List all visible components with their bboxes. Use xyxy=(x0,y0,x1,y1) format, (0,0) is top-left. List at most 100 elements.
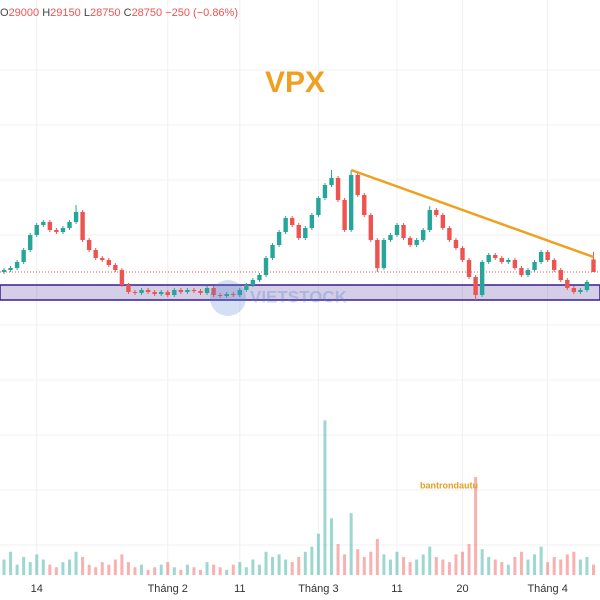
candle-body xyxy=(244,285,249,290)
candle-body xyxy=(578,290,583,292)
volume-bar xyxy=(231,564,235,575)
candle-body xyxy=(368,215,373,240)
x-tick-label: Tháng 3 xyxy=(298,583,338,595)
volume-bar xyxy=(54,567,58,575)
volume-bar xyxy=(100,562,104,575)
volume-bar xyxy=(421,554,425,575)
candle-body xyxy=(545,252,550,260)
volume-bar xyxy=(336,544,340,575)
volume-bar xyxy=(493,559,497,575)
candle-body xyxy=(447,228,452,240)
volume-bar xyxy=(533,554,537,575)
volume-bar xyxy=(35,554,39,575)
volume-bar xyxy=(454,554,458,575)
candle-body xyxy=(329,178,334,185)
candle-body xyxy=(28,235,33,250)
volume-bar xyxy=(244,567,248,575)
volume-bar xyxy=(212,564,216,575)
candle-body xyxy=(145,290,151,292)
ohlc-value: 28750 xyxy=(132,7,163,19)
candle-body xyxy=(434,210,439,215)
ohlc-value: 28750 xyxy=(90,7,121,19)
candle-body xyxy=(211,288,216,295)
candle-body xyxy=(231,294,236,295)
volume-bar xyxy=(323,420,327,575)
volume-bar xyxy=(330,518,333,575)
candle-body xyxy=(172,290,177,295)
volume-bar xyxy=(284,559,288,575)
volume-bar xyxy=(552,556,556,575)
candle-body xyxy=(159,292,164,294)
volume-bar xyxy=(179,569,183,575)
candle-body xyxy=(113,265,118,270)
volume-bar xyxy=(271,556,275,575)
ohlc-label: C xyxy=(124,7,132,19)
candle-body xyxy=(342,200,347,230)
volume-bar xyxy=(592,564,595,575)
candle-body xyxy=(591,259,596,272)
volume-bar xyxy=(578,559,582,575)
candle-body xyxy=(427,210,432,230)
candle-body xyxy=(584,282,590,290)
candle-body xyxy=(571,288,577,292)
vertical-grid xyxy=(36,0,549,575)
candle-body xyxy=(276,232,282,245)
volume-bar xyxy=(461,551,464,575)
volume-bar xyxy=(185,564,189,575)
volume-bar xyxy=(487,556,491,575)
candle-body xyxy=(139,290,144,293)
candle-body xyxy=(41,222,46,225)
volume-bar xyxy=(500,562,504,575)
candle-body xyxy=(407,238,413,245)
volume-bar xyxy=(146,569,150,575)
candle-body xyxy=(466,260,472,277)
volume-bar xyxy=(316,533,320,575)
volume-bar xyxy=(81,556,85,575)
candle-body xyxy=(394,225,400,235)
volume-bar xyxy=(559,559,563,575)
candle-body xyxy=(362,195,367,215)
candle-body xyxy=(126,285,131,292)
candle-body xyxy=(316,198,321,215)
volume-bar xyxy=(2,559,6,575)
ohlc-label: O xyxy=(0,7,9,19)
candle-body xyxy=(224,294,229,296)
x-tick-label: Tháng 2 xyxy=(148,583,188,595)
volume-bar xyxy=(41,559,45,575)
candle-body xyxy=(93,250,98,258)
volume-bar xyxy=(94,567,98,575)
volume-bar xyxy=(441,559,445,575)
candle-body xyxy=(453,240,459,248)
candle-body xyxy=(165,292,170,295)
x-tick-label: 14 xyxy=(31,583,43,595)
volume-bar xyxy=(297,556,301,575)
volume-bar xyxy=(140,564,144,575)
candle-body xyxy=(414,240,419,245)
candle-body xyxy=(86,240,92,250)
volume-bar xyxy=(15,564,19,575)
volume-bar xyxy=(572,551,576,575)
watermark-logo xyxy=(210,280,246,316)
volume-bar xyxy=(539,546,543,575)
candle-body xyxy=(499,258,504,262)
candle-body xyxy=(191,290,197,291)
candle-body xyxy=(290,218,295,225)
candle-body xyxy=(250,280,256,285)
candle-body xyxy=(309,215,315,228)
overlay-layer xyxy=(0,168,600,273)
candle-body xyxy=(8,268,13,270)
candle-body xyxy=(67,222,72,228)
candle-body xyxy=(565,280,570,288)
volume-bar xyxy=(238,562,242,575)
volume-bar xyxy=(61,562,65,575)
candle-body xyxy=(460,248,465,260)
candle-body xyxy=(519,268,524,275)
candle-body xyxy=(237,290,242,295)
candle-body xyxy=(512,260,518,268)
candle-body xyxy=(493,255,498,258)
ohlc-label: L xyxy=(84,7,90,19)
x-tick-label: 20 xyxy=(456,583,468,595)
horizontal-grid xyxy=(0,69,600,546)
volume-bar xyxy=(22,556,26,575)
